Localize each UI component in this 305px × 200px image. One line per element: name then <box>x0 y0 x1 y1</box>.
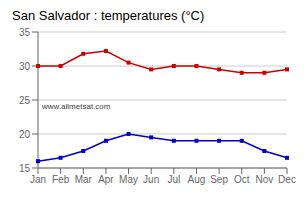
svg-text:Feb: Feb <box>52 174 70 185</box>
html-text:San Salvador : temperatures (°: San Salvador : temperatures (°C) <box>12 8 205 23</box>
svg-text:15: 15 <box>19 163 31 174</box>
svg-text:Jul: Jul <box>167 174 180 185</box>
svg-text:25: 25 <box>19 95 31 106</box>
svg-text:20: 20 <box>19 129 31 140</box>
svg-text:Oct: Oct <box>234 174 250 185</box>
svg-text:Mar: Mar <box>75 174 93 185</box>
svg-text:Aug: Aug <box>188 174 206 185</box>
svg-text:Sep: Sep <box>210 174 228 185</box>
svg-text:Nov: Nov <box>255 174 273 185</box>
svg-text:Jun: Jun <box>143 174 159 185</box>
svg-text:Apr: Apr <box>98 174 114 185</box>
html-text:www.allmetsat.com: www.allmetsat.com <box>42 102 111 111</box>
svg-text:30: 30 <box>19 61 31 72</box>
svg-text:May: May <box>119 174 138 185</box>
svg-text:Jan: Jan <box>30 174 46 185</box>
svg-text:35: 35 <box>19 27 31 38</box>
svg-text:Dec: Dec <box>278 174 296 185</box>
